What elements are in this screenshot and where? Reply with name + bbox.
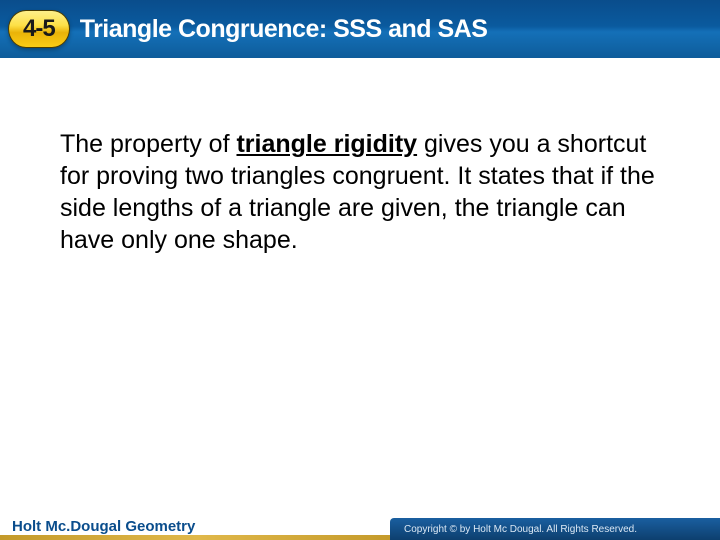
body-text-before: The property of <box>60 130 236 158</box>
footer-gold-strip <box>0 535 395 540</box>
content-area: The property of triangle rigidity gives … <box>0 58 720 256</box>
page-title: Triangle Congruence: SSS and SAS <box>80 15 488 44</box>
footer-publisher-text: Holt Mc.Dougal Geometry <box>0 518 195 535</box>
body-paragraph: The property of triangle rigidity gives … <box>60 128 660 256</box>
footer: Holt Mc.Dougal Geometry Copyright © by H… <box>0 512 720 540</box>
header-bar: 4-5 Triangle Congruence: SSS and SAS <box>0 0 720 58</box>
footer-copyright-bar: Copyright © by Holt Mc Dougal. All Right… <box>390 518 720 540</box>
footer-copyright-text: Copyright © by Holt Mc Dougal. All Right… <box>404 524 637 535</box>
body-text-emphasis: triangle rigidity <box>236 130 417 158</box>
section-number-badge: 4-5 <box>8 10 70 48</box>
